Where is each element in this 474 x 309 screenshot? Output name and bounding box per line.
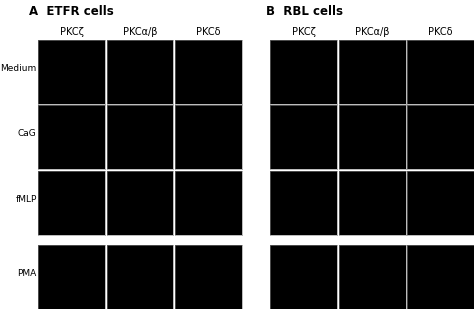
Text: PKCδ: PKCδ [428,27,453,37]
Text: Medium: Medium [0,64,37,73]
Text: PKCα/β: PKCα/β [123,27,157,37]
Text: CaG: CaG [18,129,37,138]
Text: PKCζ: PKCζ [60,27,83,37]
Text: PKCα/β: PKCα/β [355,27,390,37]
Text: A  ETFR cells: A ETFR cells [29,5,114,18]
Text: PKCζ: PKCζ [292,27,316,37]
Text: PKCδ: PKCδ [196,27,221,37]
Text: PMA: PMA [18,269,37,278]
Text: fMLP: fMLP [15,195,37,204]
Text: B  RBL cells: B RBL cells [265,5,343,18]
